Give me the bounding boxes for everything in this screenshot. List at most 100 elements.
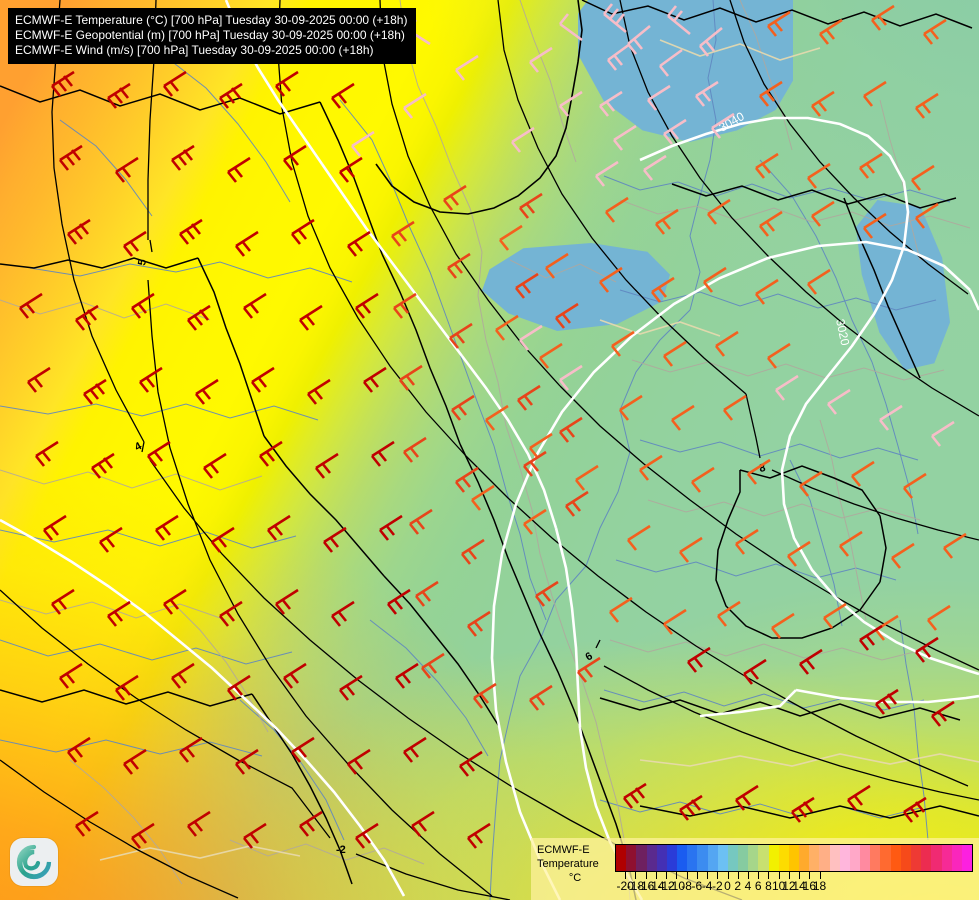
svg-text:8: 8 <box>758 462 766 475</box>
colorbar-tick <box>676 872 678 879</box>
colorbar-tick <box>768 872 770 879</box>
colorbar-swatch <box>697 845 708 871</box>
colorbar-swatch <box>900 845 911 871</box>
colorbar-tick-label: -16 <box>637 879 655 893</box>
title-block: ECMWF-E Temperature (°C) [700 hPa] Tuesd… <box>8 8 417 64</box>
legend-caption: ECMWF-E Temperature °C <box>531 838 615 885</box>
svg-text:-2: -2 <box>336 844 346 856</box>
colorbar-tick <box>707 872 709 879</box>
colorbar-tick <box>758 872 760 879</box>
spiral-icon <box>16 844 52 880</box>
colorbar-tick <box>737 872 739 879</box>
colorbar-tick-label: 4 <box>744 879 752 893</box>
colorbar-swatch <box>870 845 881 871</box>
colorbar-swatch <box>646 845 657 871</box>
colorbar-swatch <box>758 845 769 871</box>
colorbar-swatch <box>748 845 759 871</box>
colorbar-swatch <box>931 845 942 871</box>
colorbar-swatch <box>738 845 749 871</box>
colorbar-tick-label: -10 <box>667 879 686 893</box>
colorbar-swatch <box>941 845 952 871</box>
colorbar-tick <box>717 872 719 879</box>
colorbar-tick <box>686 872 688 879</box>
colorbar-tick <box>696 872 698 879</box>
colorbar-tick-label: 12 <box>782 879 796 893</box>
title-line-temperature: ECMWF-E Temperature (°C) [700 hPa] Tuesd… <box>15 13 408 27</box>
colorbar-tick-label: 16 <box>802 879 817 893</box>
colorbar-swatch <box>768 845 779 871</box>
colorbar-tick <box>819 872 821 879</box>
spiral-logo <box>10 838 58 886</box>
colorbar-swatch <box>677 845 688 871</box>
wind-barb-group-hot <box>18 70 955 849</box>
svg-text:6: 6 <box>584 650 595 663</box>
svg-text:4: 4 <box>133 440 145 454</box>
geopotential-label-3020: 3020 <box>833 318 852 347</box>
colorbar-swatch <box>921 845 932 871</box>
colorbar-swatch <box>860 845 871 871</box>
colorbar-swatch <box>839 845 850 871</box>
colorbar-tick-label: -6 <box>691 879 703 893</box>
colorbar-swatch <box>849 845 861 871</box>
colorbar-swatch <box>717 845 728 871</box>
colorbar-tick <box>799 872 801 879</box>
colorbar-swatch <box>880 845 891 871</box>
colorbar-wrapper: -20 -18 -16 -14 -12 -10 -8 -6 -4 -2 0 2 4 6 8 10 12 14 16 1… <box>615 838 979 895</box>
colorbar-swatch <box>809 845 820 871</box>
colorbar-ticks <box>615 872 973 879</box>
colorbar-tick-label: -8 <box>681 879 692 893</box>
colorbar-tick <box>727 872 729 879</box>
svg-text:3020: 3020 <box>833 318 852 347</box>
colorbar-swatch <box>687 845 698 871</box>
colorbar-tick-label: -18 <box>626 879 645 893</box>
colorbar-swatch <box>626 845 637 871</box>
isotherm-labels: 5 4 6 8 -2 <box>133 258 767 856</box>
colorbar-tick <box>655 872 657 879</box>
colorbar-swatch <box>829 845 840 871</box>
roads <box>99 39 979 861</box>
wind-barb-group-warm <box>390 184 601 711</box>
colorbar-swatch <box>910 845 922 871</box>
colorbar-tick-label: -12 <box>657 879 675 893</box>
svg-text:5: 5 <box>136 258 149 266</box>
title-line-geopotential: ECMWF-E Geopotential (m) [700 hPa] Tuesd… <box>15 28 405 42</box>
colorbar-swatch <box>656 845 667 871</box>
colorbar-tick-label: -20 <box>616 879 634 893</box>
wind-barb-group-cool <box>298 3 955 447</box>
colorbar-tick <box>645 872 647 879</box>
colorbar-tick-label: 8 <box>765 879 772 893</box>
colorbar-tick <box>809 872 811 879</box>
title-line-wind: ECMWF-E Wind (m/s) [700 hPa] Tuesday 30-… <box>15 43 374 57</box>
colorbar-tick-label: -2 <box>711 879 723 893</box>
colorbar-swatch <box>727 845 739 871</box>
colorbar-tick-label: 2 <box>734 879 742 893</box>
colorbar-tick-label: 0 <box>724 879 731 893</box>
colorbar-labels: -20 -18 -16 -14 -12 -10 -8 -6 -4 -2 0 2 4 6 8 10 12 14 16 1… <box>615 879 973 895</box>
colorbar-swatch <box>819 845 830 871</box>
colorbar <box>615 844 973 872</box>
legend-label: Temperature <box>537 858 599 870</box>
colorbar-tick-label: 18 <box>812 879 827 893</box>
colorbar-tick <box>788 872 790 879</box>
colorbar-swatch <box>961 845 973 871</box>
legend-units: °C <box>568 872 582 884</box>
colorbar-swatch <box>707 845 718 871</box>
colorbar-tick <box>666 872 668 879</box>
colorbar-tick <box>635 872 637 879</box>
colorbar-swatch <box>636 845 647 871</box>
colorbar-tick <box>747 872 749 879</box>
colorbar-swatch <box>788 845 800 871</box>
colorbar-tick-label: -14 <box>647 879 665 893</box>
colorbar-tick <box>778 872 780 879</box>
colorbar-swatch <box>890 845 901 871</box>
wind-barbs <box>18 3 967 849</box>
temperature-legend: ECMWF-E Temperature °C -20 -18 -16 -14 -12 -1… <box>531 838 979 900</box>
colorbar-swatch <box>616 845 627 871</box>
colorbar-swatch <box>951 845 962 871</box>
